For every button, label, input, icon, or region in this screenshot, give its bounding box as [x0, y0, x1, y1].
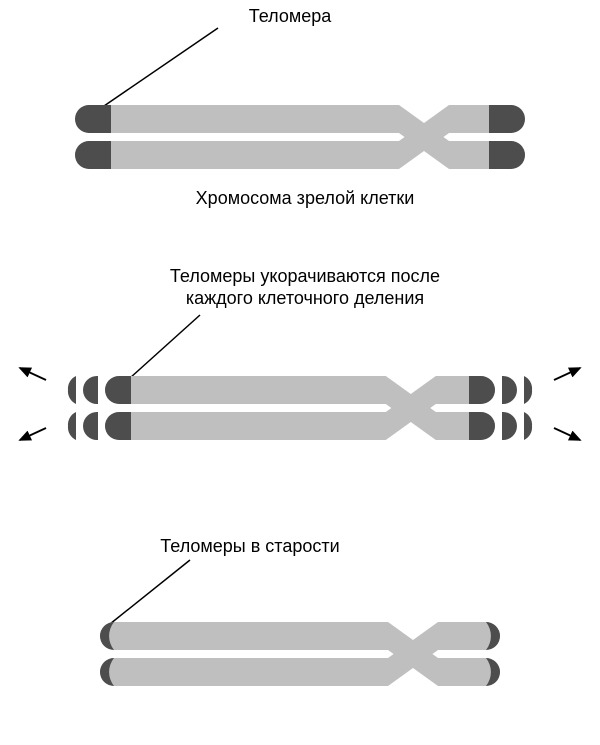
pointer-line: [130, 315, 200, 378]
diagram-label: Теломеры в старости: [130, 536, 370, 558]
telomere-fragment: [524, 412, 532, 440]
telomere-fragment: [68, 412, 76, 440]
telomere-cap: [75, 141, 111, 169]
diagram-label: Теломеры укорачиваются после каждого кле…: [140, 266, 470, 309]
diagram-label: Хромосома зрелой клетки: [165, 188, 445, 210]
telomere-cap: [105, 376, 131, 404]
telomere-fragment: [83, 412, 98, 440]
panel-old: [100, 560, 500, 686]
dispersion-arrow: [20, 428, 46, 440]
telomere-cap: [489, 141, 525, 169]
telomere-fragment: [83, 376, 98, 404]
diagram-label: Теломера: [230, 6, 350, 28]
telomere-fragment: [68, 376, 76, 404]
dispersion-arrow: [554, 428, 580, 440]
telomere-fragment: [502, 376, 517, 404]
dispersion-arrow: [20, 368, 46, 380]
panel-mature: [75, 28, 525, 169]
pointer-line: [104, 28, 218, 106]
telomere-fragment: [524, 376, 532, 404]
telomere-cap: [105, 412, 131, 440]
pointer-line: [110, 560, 190, 624]
diagram-canvas: [0, 0, 600, 745]
panel-shortening: [20, 315, 580, 440]
telomere-cap: [469, 412, 495, 440]
dispersion-arrow: [554, 368, 580, 380]
telomere-cap: [469, 376, 495, 404]
telomere-cap: [75, 105, 111, 133]
telomere-fragment: [502, 412, 517, 440]
telomere-cap: [489, 105, 525, 133]
